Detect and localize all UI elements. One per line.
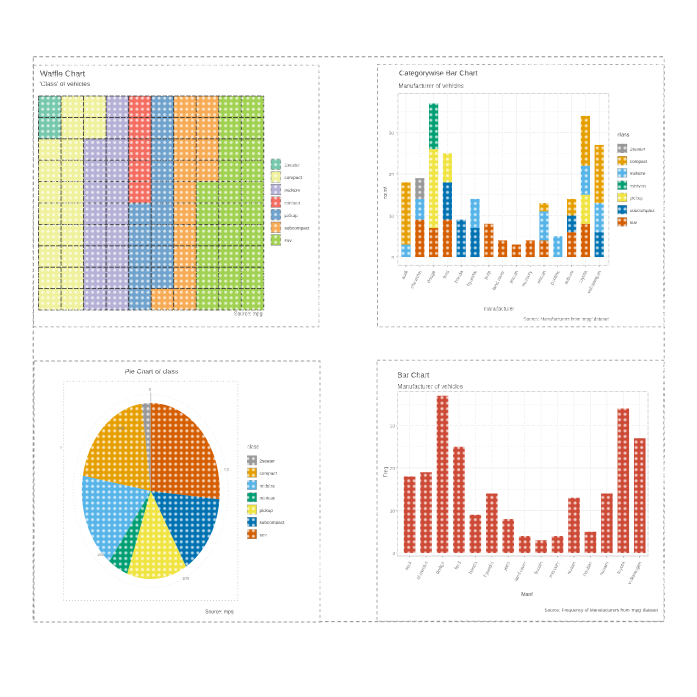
svg-text:10: 10 <box>389 213 395 218</box>
svg-text:50: 50 <box>224 467 229 472</box>
svg-text:0: 0 <box>391 255 394 260</box>
svg-text:minivan: minivan <box>630 183 646 188</box>
svg-text:2seater: 2seater <box>260 459 276 464</box>
svg-text:200: 200 <box>117 426 125 431</box>
svg-text:Bar Chart: Bar Chart <box>398 371 430 380</box>
svg-text:midsize: midsize <box>630 171 646 176</box>
svg-text:midsize: midsize <box>285 188 301 193</box>
svg-text:20: 20 <box>390 466 396 471</box>
svg-text:Manufacturer of vehicles: Manufacturer of vehicles <box>399 84 464 90</box>
svg-text:Source: mpg: Source: mpg <box>205 610 234 616</box>
svg-text:Categorywise Bar Chart: Categorywise Bar Chart <box>399 69 477 78</box>
svg-text:Pie Chart of class: Pie Chart of class <box>125 369 179 376</box>
svg-text:Source: Manufacturers from ‘mp: Source: Manufacturers from ‘mpg’ dataset <box>523 317 609 322</box>
svg-text:subcompact: subcompact <box>285 226 310 231</box>
svg-text:pickup: pickup <box>285 213 299 218</box>
svg-text:compact: compact <box>285 175 303 180</box>
svg-text:subcompact: subcompact <box>260 520 285 525</box>
svg-text:class: class <box>618 133 630 139</box>
svg-text:pickup: pickup <box>630 196 644 201</box>
svg-text:compact: compact <box>260 471 278 476</box>
svg-text:30: 30 <box>389 130 395 135</box>
svg-text:Manufacturer of vehicles: Manufacturer of vehicles <box>398 385 463 391</box>
svg-text:2seater: 2seater <box>285 163 301 168</box>
svg-text:0: 0 <box>392 551 395 556</box>
svg-text:manufacturer: manufacturer <box>484 307 515 313</box>
svg-text:pickup: pickup <box>260 508 274 513</box>
svg-text:10: 10 <box>390 508 396 513</box>
svg-text:Source: Frequency of Manufactu: Source: Frequency of Manufacturers from … <box>545 608 659 613</box>
svg-text:midsize: midsize <box>260 483 276 488</box>
svg-text:Freq: Freq <box>384 467 390 478</box>
svg-text:minivan: minivan <box>260 496 276 501</box>
svg-text:20: 20 <box>389 172 395 177</box>
svg-text:100: 100 <box>182 576 190 581</box>
svg-text:compact: compact <box>630 159 648 164</box>
svg-text:2seater: 2seater <box>630 147 646 152</box>
svg-text:minivan: minivan <box>285 200 301 205</box>
svg-text:count: count <box>383 186 389 199</box>
svg-text:suv: suv <box>260 533 268 538</box>
svg-text:Source: mpg: Source: mpg <box>234 312 263 318</box>
svg-text:subcompact: subcompact <box>630 208 655 213</box>
svg-text:150: 150 <box>97 552 105 557</box>
svg-text:suv: suv <box>630 220 638 225</box>
svg-text:Waffle Chart: Waffle Chart <box>40 70 86 79</box>
svg-text:suv: suv <box>285 238 293 243</box>
svg-text:class: class <box>247 445 259 451</box>
svg-text:30: 30 <box>390 423 396 428</box>
svg-text:Manf: Manf <box>521 592 533 598</box>
svg-text:‘Class’ of vehicles: ‘Class’ of vehicles <box>40 81 91 88</box>
